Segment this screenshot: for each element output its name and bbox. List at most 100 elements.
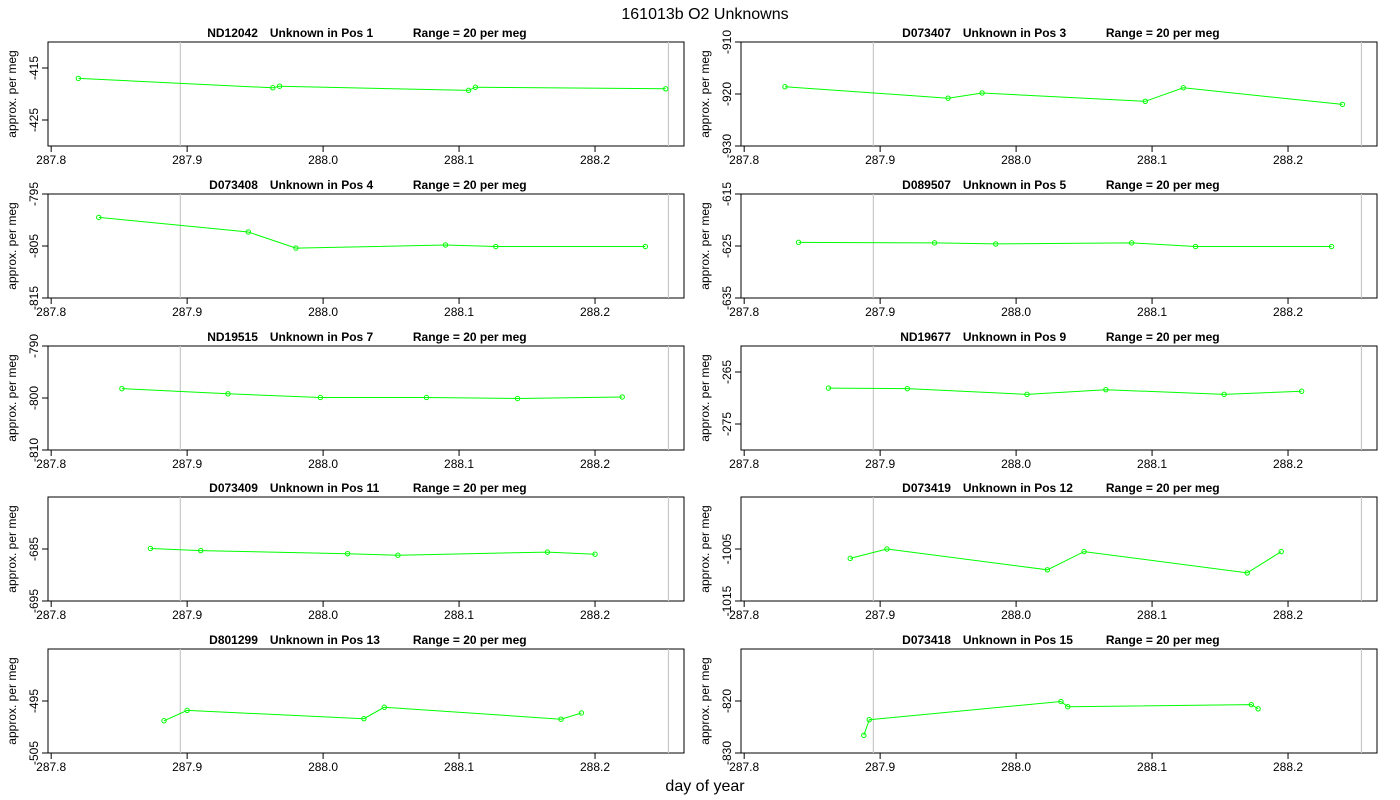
x-tick-label: 287.8	[36, 457, 66, 471]
data-point	[558, 716, 564, 722]
x-tick-label: 288.1	[1137, 305, 1167, 319]
data-point	[578, 710, 585, 716]
y-tick-label: -795	[27, 182, 41, 206]
data-point	[1142, 98, 1148, 104]
panel-8: D073419 Unknown in Pos 12 Range = 20 per m…	[698, 481, 1378, 622]
y-tick-label: -415	[27, 56, 41, 80]
x-tick-label: 288.1	[1137, 760, 1167, 774]
x-tick-label: 288.1	[444, 153, 474, 167]
panel-6: ND19677 Unknown in Pos 9 Range = 20 per me…	[698, 330, 1378, 471]
data-point	[276, 83, 283, 89]
y-tick-label: -800	[27, 386, 41, 410]
x-tick-label: 288.1	[444, 305, 474, 319]
panel-range-label: Range = 20 per meg	[1106, 481, 1220, 495]
panel-1: ND12042 Unknown in Pos 1 Range = 20 per me…	[5, 26, 685, 167]
x-tick-label: 287.8	[729, 305, 759, 319]
series-line	[98, 216, 646, 249]
x-axis-label: day of year	[665, 778, 745, 795]
x-tick-label: 287.8	[36, 305, 66, 319]
y-axis-label: approx. per meg	[698, 354, 712, 441]
data-point	[1328, 243, 1335, 250]
data-point	[225, 391, 231, 397]
panel-sample-label: ND12042	[207, 26, 258, 40]
data-point	[1298, 388, 1305, 394]
data-point	[161, 718, 167, 724]
y-tick-label: -820	[720, 689, 734, 713]
x-tick-label: 287.9	[172, 608, 202, 622]
series-line	[863, 700, 1259, 736]
x-tick-label: 287.9	[865, 305, 895, 319]
y-axis-label: approx. per meg	[5, 354, 19, 441]
data-point	[1128, 240, 1135, 246]
panel-position-label: Unknown in Pos 7	[270, 330, 374, 344]
panel-sample-label: D073419	[902, 481, 951, 495]
x-tick-label: 287.9	[172, 153, 202, 167]
x-tick-label: 288.1	[444, 760, 474, 774]
x-tick-label: 288.2	[580, 153, 610, 167]
panel-position-label: Unknown in Pos 1	[270, 26, 374, 40]
data-point	[96, 214, 102, 221]
data-point	[395, 552, 401, 558]
panel-sample-label: D089507	[902, 178, 951, 192]
x-tick-label: 287.8	[36, 760, 66, 774]
x-tick-label: 288.0	[308, 760, 338, 774]
x-tick-label: 287.8	[729, 153, 759, 167]
data-point	[904, 385, 911, 392]
y-axis-label: approx. per meg	[5, 202, 19, 289]
x-tick-label: 288.0	[1001, 153, 1031, 167]
y-tick-label: -615	[720, 182, 734, 206]
data-point	[866, 717, 872, 723]
panel-position-label: Unknown in Pos 11	[270, 481, 380, 495]
data-point	[642, 243, 649, 250]
y-tick-label: -810	[27, 438, 41, 462]
panel-range-label: Range = 20 per meg	[413, 330, 527, 344]
panel-7: D073409 Unknown in Pos 11 Range = 20 per m…	[5, 481, 685, 622]
x-tick-label: 287.8	[729, 608, 759, 622]
plot-frame	[47, 648, 685, 754]
panel-position-label: Unknown in Pos 9	[963, 330, 1067, 344]
panel-range-label: Range = 20 per meg	[1106, 178, 1220, 192]
x-tick-label: 288.1	[444, 457, 474, 471]
data-point	[1058, 698, 1064, 705]
y-tick-label: -265	[720, 360, 734, 384]
panel-9: D801299 Unknown in Pos 13 Range = 20 per m…	[5, 633, 685, 774]
plot-frame	[47, 41, 685, 147]
y-axis-label: approx. per meg	[698, 657, 712, 744]
y-axis-label: approx. per meg	[698, 50, 712, 137]
panel-range-label: Range = 20 per meg	[413, 633, 527, 647]
panels: ND12042 Unknown in Pos 1 Range = 20 per me…	[5, 26, 1378, 774]
panel-10: D073418 Unknown in Pos 15 Range = 20 per m…	[698, 633, 1378, 774]
data-point	[861, 732, 867, 739]
y-tick-label: -505	[27, 741, 41, 765]
data-point	[825, 385, 832, 391]
panel-sample-label: D801299	[209, 633, 258, 647]
plot-frame	[740, 345, 1378, 451]
x-tick-label: 288.2	[580, 457, 610, 471]
y-axis-label: approx. per meg	[5, 50, 19, 137]
panel-3: D073408 Unknown in Pos 4 Range = 20 per me…	[5, 178, 685, 319]
panel-range-label: Range = 20 per meg	[1106, 26, 1220, 40]
x-tick-label: 287.8	[36, 608, 66, 622]
data-point	[1065, 704, 1071, 710]
panel-sample-label: D073418	[902, 633, 951, 647]
x-tick-label: 288.2	[1273, 760, 1303, 774]
x-tick-label: 288.0	[1001, 457, 1031, 471]
panel-sample-label: D073409	[209, 481, 258, 495]
y-tick-label: -1005	[720, 533, 734, 564]
x-tick-label: 288.2	[1273, 608, 1303, 622]
series-line	[150, 548, 596, 556]
panel-5: ND19515 Unknown in Pos 7 Range = 20 per me…	[5, 330, 685, 471]
panel-range-label: Range = 20 per meg	[413, 26, 527, 40]
plot-frame	[740, 41, 1378, 147]
series-line	[121, 388, 623, 400]
panel-position-label: Unknown in Pos 4	[270, 178, 374, 192]
data-point	[1244, 570, 1250, 576]
y-tick-label: -495	[27, 689, 41, 713]
x-tick-label: 288.0	[1001, 760, 1031, 774]
data-point	[1221, 391, 1227, 398]
data-point	[1180, 85, 1187, 91]
x-tick-label: 288.2	[580, 608, 610, 622]
data-point	[847, 555, 853, 562]
panel-position-label: Unknown in Pos 5	[963, 178, 1067, 192]
x-tick-label: 288.2	[1273, 457, 1303, 471]
